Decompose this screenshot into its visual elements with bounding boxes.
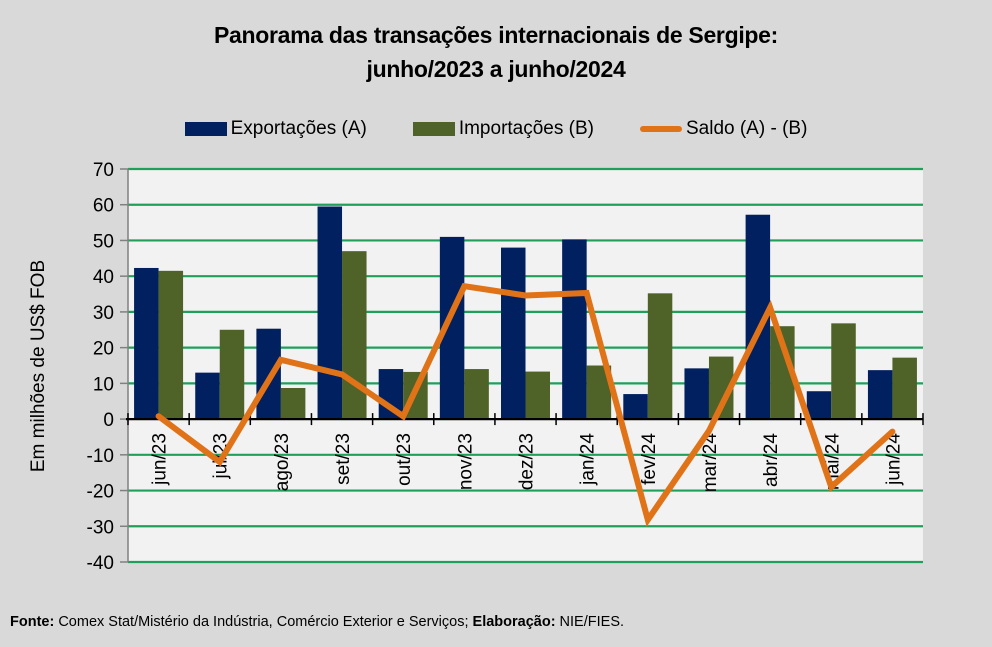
bar-exports <box>867 370 893 420</box>
y-tick-label: 30 <box>93 303 114 324</box>
bar-imports <box>342 251 367 420</box>
y-tick-label: 70 <box>93 160 114 181</box>
footer-elab-label: Elaboração: <box>472 614 556 630</box>
chart-title-line-2: junho/2023 a junho/2024 <box>366 56 626 82</box>
chart-title-line-1: Panorama das transações internacionais d… <box>213 22 779 48</box>
footer-elab-text: NIE/FIES. <box>555 614 625 630</box>
bar-exports <box>195 372 220 420</box>
footer-source-label: Fonte: <box>10 614 55 630</box>
bar-imports <box>158 270 184 420</box>
y-tick-label: 20 <box>93 339 114 360</box>
y-tick-label: -30 <box>87 517 114 538</box>
bar-exports <box>256 328 281 420</box>
x-tick-label: set/23 <box>333 433 354 485</box>
legend: Exportações (A) Importações (B) Saldo (A… <box>0 118 992 140</box>
legend-label-imports: Importações (B) <box>458 118 594 139</box>
x-tick-label: jan/24 <box>578 433 599 486</box>
y-axis-ticks: 70 60 50 40 30 20 10 0 -10 -20 -30 -40 <box>87 160 128 574</box>
legend-swatch-saldo <box>639 126 682 132</box>
bar-exports <box>501 247 526 420</box>
chart-title: Panorama das transações internacionais d… <box>0 18 992 86</box>
bar-imports <box>831 323 856 420</box>
bar-imports <box>647 293 673 420</box>
x-tick-label: jun/24 <box>883 433 904 486</box>
bar-imports <box>464 369 489 420</box>
y-tick-label: 0 <box>103 410 114 431</box>
legend-swatch-exports <box>184 122 227 136</box>
y-tick-label: -40 <box>87 553 114 574</box>
legend-item-imports: Importações (B) <box>412 118 594 140</box>
legend-label-exports: Exportações (A) <box>230 118 367 139</box>
x-tick-label: ago/23 <box>272 433 293 491</box>
footer-source-text: Comex Stat/Mistério da Indústria, Comérc… <box>54 614 473 630</box>
bar-imports <box>219 329 245 420</box>
x-tick-label: dez/23 <box>517 433 538 490</box>
x-axis-labels: jun/23 jul/23 ago/23 set/23 out/23 nov/23 dez/… <box>150 433 905 493</box>
y-tick-label: 10 <box>93 374 114 395</box>
x-tick-label: abr/24 <box>761 433 782 487</box>
axes <box>126 169 924 562</box>
legend-label-saldo: Saldo (A) - (B) <box>685 118 808 139</box>
legend-swatch-imports <box>412 122 455 136</box>
legend-item-saldo: Saldo (A) - (B) <box>639 118 808 140</box>
x-tick-label: jun/23 <box>150 433 171 486</box>
footer-source: Fonte: Comex Stat/Mistério da Indústria,… <box>10 614 624 630</box>
y-tick-label: 40 <box>93 267 114 288</box>
bar-exports <box>684 368 709 420</box>
bar-imports <box>892 357 917 420</box>
x-tick-label: nov/23 <box>455 433 476 490</box>
bar-exports <box>623 394 648 420</box>
y-axis-label: Em milhões de US$ FOB <box>28 260 49 472</box>
y-tick-label: 60 <box>93 196 114 217</box>
bar-imports <box>525 371 550 420</box>
y-tick-label: 50 <box>93 231 114 252</box>
bar-exports <box>317 206 343 420</box>
x-tick-label: out/23 <box>394 433 415 486</box>
y-tick-label: -20 <box>87 482 114 503</box>
x-tick-label: mar/24 <box>700 433 721 493</box>
x-tick-label: fev/24 <box>639 433 660 485</box>
saldo-line-group <box>155 282 896 527</box>
bar-exports <box>562 239 587 420</box>
bar-exports <box>806 391 832 420</box>
bar-imports <box>280 388 306 420</box>
bar-exports <box>134 267 159 420</box>
legend-item-exports: Exportações (A) <box>184 118 367 140</box>
y-tick-label: -10 <box>87 446 114 467</box>
